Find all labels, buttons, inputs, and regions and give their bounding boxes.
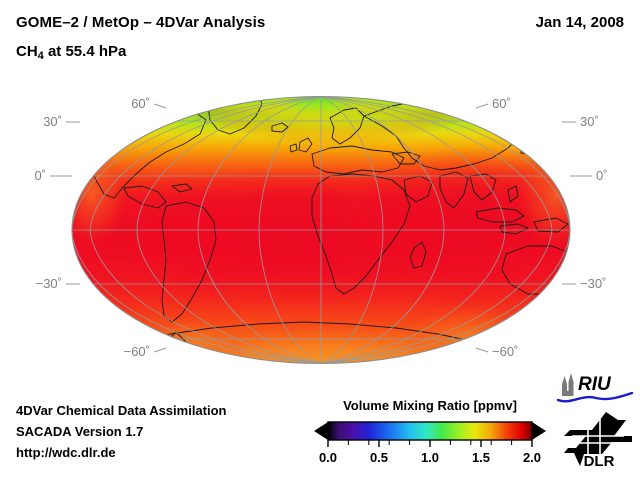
east-limb-streak xyxy=(516,144,570,248)
page-title: GOME–2 / MetOp – 4DVar Analysis xyxy=(16,14,266,31)
globe-outline xyxy=(71,95,571,365)
meridian-150w xyxy=(72,96,322,364)
riu-tower-icon xyxy=(562,373,574,396)
leader-right-60n xyxy=(475,103,489,109)
colorbar-tick-label-2: 1.0 xyxy=(421,450,439,465)
species-level-label: CH4 at 55.4 hPa xyxy=(16,43,126,62)
lat-label-right-60s: −60˚ xyxy=(492,344,518,359)
lat-label-right-30n: 30˚ xyxy=(580,114,599,129)
colorbar-major-ticks xyxy=(327,440,533,447)
lat-label-left-60n: 60˚ xyxy=(131,96,150,111)
colorbar: 0.0 0.5 1.0 1.5 2.0 xyxy=(314,421,546,465)
meridian-120e xyxy=(320,96,553,364)
graticule xyxy=(72,96,570,364)
lat-label-left-30s: −30˚ xyxy=(36,276,62,291)
meridian-90e xyxy=(320,96,506,364)
dlr-logo: DLR xyxy=(564,412,632,468)
lat-label-left-30n: 30˚ xyxy=(43,114,62,129)
leader-left-60n xyxy=(153,103,167,109)
lat-label-right-60n: 60˚ xyxy=(492,96,511,111)
dlr-mark-icon xyxy=(564,412,632,466)
footer-line-version: SACADA Version 1.7 xyxy=(16,424,144,439)
dlr-wordmark: DLR xyxy=(584,453,615,468)
meridian-120w xyxy=(89,96,322,364)
meridian-90w xyxy=(136,96,322,364)
meridian-60e xyxy=(320,96,445,364)
colorbar-tick-label-4: 2.0 xyxy=(523,450,541,465)
colorbar-tick-label-1: 0.5 xyxy=(370,450,388,465)
lat-label-left-60s: −60˚ xyxy=(124,344,150,359)
colorbar-gradient xyxy=(328,422,532,440)
riu-wave-icon xyxy=(556,391,634,403)
species-formula: CH xyxy=(16,43,38,60)
dlr-mark-grid xyxy=(572,418,624,458)
colorbar-tick-label-3: 1.5 xyxy=(472,450,490,465)
latitude-labels: 60˚ 30˚ 0˚ −30˚ −60˚ 60˚ 30˚ 0˚ −30˚ −60… xyxy=(34,96,607,359)
date-label: Jan 14, 2008 xyxy=(535,14,624,31)
leader-left-60s xyxy=(153,347,167,353)
meridian-30e xyxy=(320,96,384,364)
lat-label-right-30s: −30˚ xyxy=(580,276,606,291)
meridian-30w xyxy=(258,96,322,364)
riu-wordmark: RIU xyxy=(578,374,612,395)
footer-text-block: 4DVar Chemical Data Assimilation SACADA … xyxy=(16,400,227,463)
south-streak-east xyxy=(400,304,540,364)
mollweide-map: 60˚ 30˚ 0˚ −30˚ −60˚ 60˚ 30˚ 0˚ −30˚ −60… xyxy=(34,95,608,365)
species-subscript: 4 xyxy=(37,50,44,62)
map-figure: 60˚ 30˚ 0˚ −30˚ −60˚ 60˚ 30˚ 0˚ −30˚ −60… xyxy=(0,76,640,376)
meridian-60w xyxy=(197,96,322,364)
meridian-150e xyxy=(320,96,570,364)
riu-logo: RIU xyxy=(556,373,634,403)
leader-right-60s xyxy=(475,347,489,353)
pressure-level: at 55.4 hPa xyxy=(43,43,127,60)
lat-label-right-0: 0˚ xyxy=(596,168,608,183)
colorbar-block: Volume Mixing Ratio [ppmv] xyxy=(310,398,550,470)
colorbar-tick-label-0: 0.0 xyxy=(319,450,337,465)
colorbar-cap-high xyxy=(532,422,546,440)
footer-line-url[interactable]: http://wdc.dlr.de xyxy=(16,445,116,460)
footer-line-method: 4DVar Chemical Data Assimilation xyxy=(16,403,227,418)
colorbar-minor-ticks xyxy=(347,440,513,445)
colorbar-title: Volume Mixing Ratio [ppmv] xyxy=(343,398,517,413)
methane-field xyxy=(72,96,570,364)
colorbar-cap-low xyxy=(314,422,328,440)
lat-label-left-0: 0˚ xyxy=(34,168,46,183)
